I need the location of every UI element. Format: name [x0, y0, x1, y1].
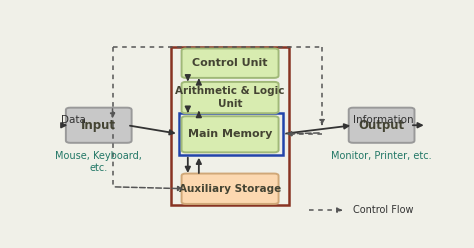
Text: Control Flow: Control Flow	[353, 205, 414, 215]
Text: Information: Information	[353, 116, 414, 125]
Text: Monitor, Printer, etc.: Monitor, Printer, etc.	[331, 151, 432, 161]
Text: Arithmetic & Logic
Unit: Arithmetic & Logic Unit	[175, 86, 285, 109]
FancyBboxPatch shape	[349, 108, 414, 143]
Text: Auxiliary Storage: Auxiliary Storage	[179, 184, 281, 194]
Text: Control Unit: Control Unit	[192, 58, 268, 68]
Text: Input: Input	[81, 119, 116, 132]
Text: Output: Output	[358, 119, 405, 132]
FancyBboxPatch shape	[66, 108, 132, 143]
Text: Mouse, Keyboard,
etc.: Mouse, Keyboard, etc.	[55, 151, 142, 173]
Bar	[179, 113, 283, 155]
Bar	[171, 47, 289, 205]
Text: Main Memory: Main Memory	[188, 129, 272, 139]
FancyBboxPatch shape	[182, 82, 279, 113]
FancyBboxPatch shape	[182, 116, 279, 152]
FancyBboxPatch shape	[182, 174, 279, 204]
FancyBboxPatch shape	[182, 48, 279, 78]
Text: Data: Data	[61, 116, 86, 125]
